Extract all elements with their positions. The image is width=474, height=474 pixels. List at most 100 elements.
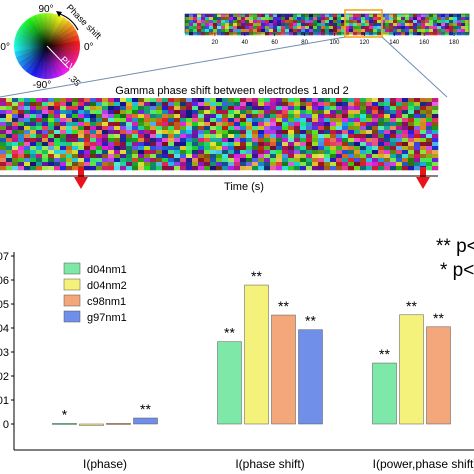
zoom-cell <box>168 118 175 123</box>
zoom-cell <box>66 166 73 171</box>
zoom-cell <box>216 118 223 123</box>
zoom-cell <box>276 162 283 167</box>
zoom-cell <box>402 106 409 111</box>
zoom-cell <box>408 158 415 163</box>
zoom-cell <box>336 102 343 107</box>
strip-cell <box>341 26 346 30</box>
strip-cell <box>389 17 394 21</box>
zoom-cell <box>390 142 397 147</box>
zoom-cell <box>348 102 355 107</box>
strip-cell <box>429 20 434 24</box>
strip-cell <box>345 23 350 27</box>
zoom-cell <box>102 102 109 107</box>
zoom-cell <box>366 114 373 119</box>
zoom-cell <box>288 102 295 107</box>
zoom-cell <box>276 158 283 163</box>
zoom-cell <box>144 162 151 167</box>
zoom-cell <box>426 142 433 147</box>
zoom-cell <box>192 102 199 107</box>
strip-cell <box>237 26 242 30</box>
zoom-cell <box>150 118 157 123</box>
strip-cell <box>337 20 342 24</box>
zoom-cell <box>66 134 73 139</box>
zoom-cell <box>300 130 307 135</box>
zoom-cell <box>72 134 79 139</box>
zoom-cell <box>66 102 73 107</box>
strip-cell <box>465 26 470 30</box>
zoom-cell <box>90 154 97 159</box>
strip-cell <box>397 20 402 24</box>
zoom-cell <box>180 146 187 151</box>
zoom-cell <box>192 150 199 155</box>
zoom-cell <box>354 130 361 135</box>
zoom-cell <box>360 166 367 171</box>
zoom-cell <box>24 106 31 111</box>
significance-star: ** <box>406 298 417 314</box>
zoom-cell <box>0 150 7 155</box>
strip-cell <box>225 26 230 30</box>
strip-cell <box>377 14 382 18</box>
zoom-cell <box>360 122 367 127</box>
zoom-cell <box>120 102 127 107</box>
zoom-cell <box>0 114 7 119</box>
zoom-cell <box>420 142 427 147</box>
zoom-cell <box>174 154 181 159</box>
zoom-cell <box>378 114 385 119</box>
zoom-cell <box>102 158 109 163</box>
strip-cell <box>337 29 342 33</box>
zoom-cell <box>42 146 49 151</box>
zoom-cell <box>162 162 169 167</box>
zoom-cell <box>264 154 271 159</box>
zoom-cell <box>360 98 367 103</box>
strip-cell <box>229 29 234 33</box>
zoom-cell <box>246 106 253 111</box>
zoom-cell <box>270 118 277 123</box>
strip-cell <box>309 14 314 18</box>
zoom-cell <box>348 126 355 131</box>
zoom-cell <box>420 106 427 111</box>
zoom-cell <box>348 134 355 139</box>
strip-cell <box>397 26 402 30</box>
zoom-cell <box>60 146 67 151</box>
strip-cell <box>345 32 350 36</box>
zoom-cell <box>72 162 79 167</box>
zoom-cell <box>234 126 241 131</box>
zoom-cell <box>12 102 19 107</box>
zoom-cell <box>126 166 133 171</box>
zoom-cell <box>372 146 379 151</box>
zoom-cell <box>30 142 37 147</box>
zoom-cell <box>234 130 241 135</box>
zoom-cell <box>408 102 415 107</box>
zoom-cell <box>258 158 265 163</box>
zoom-cell <box>234 142 241 147</box>
zoom-cell <box>330 162 337 167</box>
zoom-cell <box>192 142 199 147</box>
strip-cell <box>257 26 262 30</box>
zoom-cell <box>432 98 439 103</box>
strip-cell <box>241 14 246 18</box>
zoom-cell <box>390 110 397 115</box>
zoom-cell <box>306 154 313 159</box>
strip-cell <box>293 14 298 18</box>
zoom-cell <box>186 166 193 171</box>
zoom-cell <box>66 98 73 103</box>
zoom-cell <box>36 138 43 143</box>
zoom-cell <box>252 110 259 115</box>
zoom-cell <box>120 126 127 131</box>
zoom-cell <box>60 134 67 139</box>
strip-cell <box>413 14 418 18</box>
zoom-cell <box>306 114 313 119</box>
zoom-cell <box>252 142 259 147</box>
zoom-cell <box>234 98 241 103</box>
zoom-cell <box>144 134 151 139</box>
zoom-cell <box>360 142 367 147</box>
zoom-cell <box>18 166 25 171</box>
zoom-cell <box>78 154 85 159</box>
zoom-cell <box>306 126 313 131</box>
strip-cell <box>357 32 362 36</box>
zoom-cell <box>228 102 235 107</box>
zoom-cell <box>48 154 55 159</box>
strip-cell <box>285 20 290 24</box>
zoom-cell <box>396 106 403 111</box>
zoom-cell <box>54 122 61 127</box>
